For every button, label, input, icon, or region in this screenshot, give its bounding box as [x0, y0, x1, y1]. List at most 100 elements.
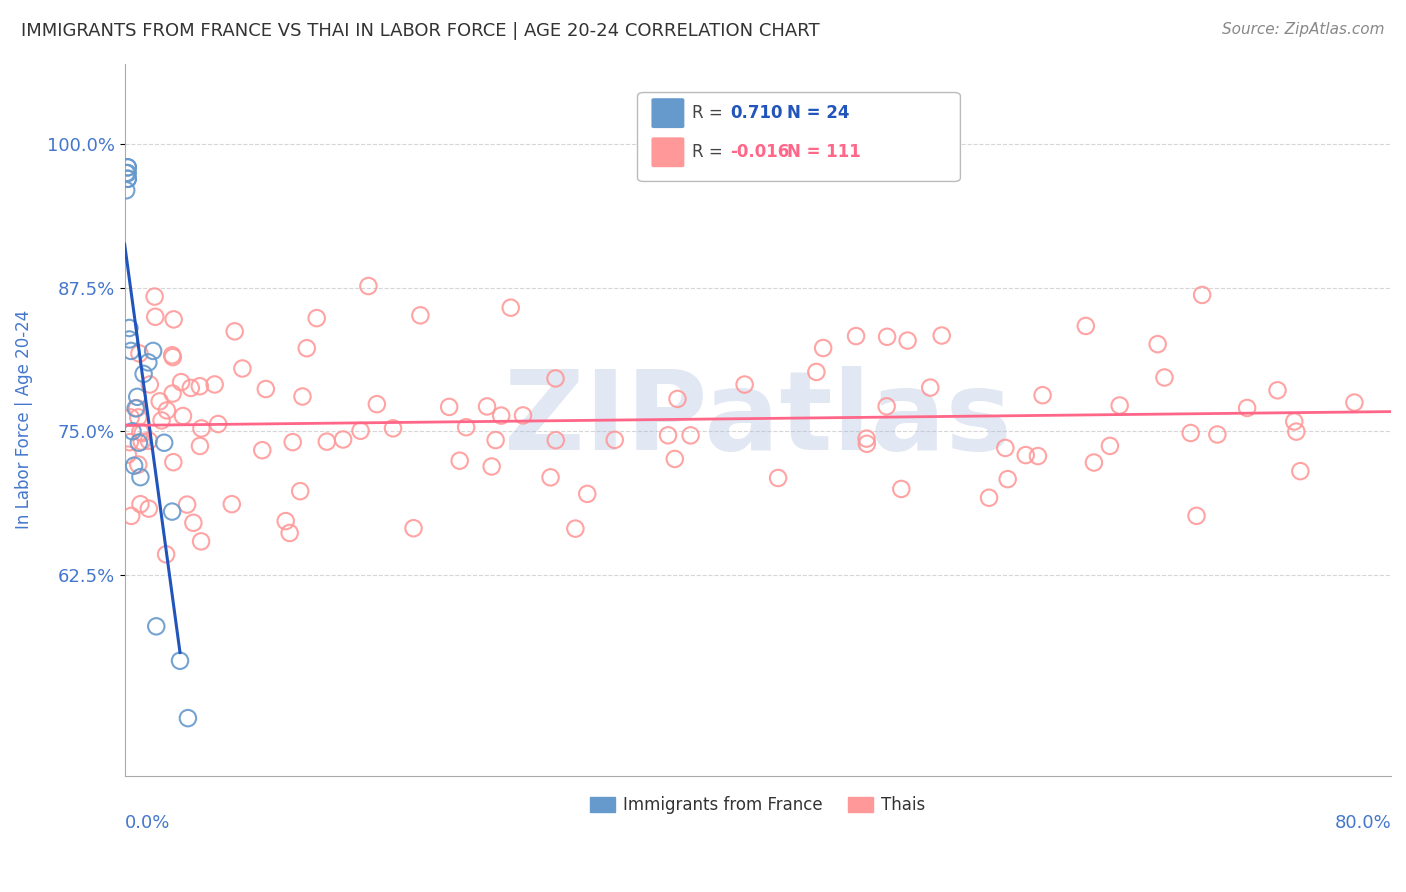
- Point: [138, 434, 160, 448]
- Point: [115, 183, 138, 197]
- Point: [315, 434, 337, 449]
- Point: [224, 324, 246, 338]
- Point: [1284, 415, 1306, 429]
- Point: [890, 482, 912, 496]
- Point: [1083, 456, 1105, 470]
- Point: [657, 428, 679, 442]
- Point: [274, 514, 297, 528]
- Point: [475, 400, 498, 414]
- Point: [1289, 464, 1312, 478]
- Point: [128, 435, 150, 450]
- Point: [994, 441, 1017, 455]
- Point: [1191, 288, 1213, 302]
- Point: [997, 472, 1019, 486]
- Point: [231, 361, 253, 376]
- Point: [1098, 439, 1121, 453]
- Point: [332, 433, 354, 447]
- Point: [170, 375, 193, 389]
- Point: [169, 654, 191, 668]
- Point: [1108, 399, 1130, 413]
- Point: [291, 390, 314, 404]
- Point: [1026, 449, 1049, 463]
- Point: [485, 433, 508, 447]
- Point: [876, 330, 898, 344]
- Point: [1180, 425, 1202, 440]
- Point: [281, 435, 304, 450]
- Point: [734, 377, 756, 392]
- Point: [437, 400, 460, 414]
- Point: [1146, 337, 1168, 351]
- Point: [855, 432, 877, 446]
- Point: [920, 381, 942, 395]
- Point: [845, 329, 868, 343]
- Point: [357, 279, 380, 293]
- Point: [162, 455, 184, 469]
- Point: [305, 311, 328, 326]
- Point: [254, 382, 277, 396]
- Point: [666, 392, 689, 406]
- Point: [139, 377, 162, 392]
- Text: R =: R =: [692, 104, 728, 122]
- Point: [180, 381, 202, 395]
- Point: [118, 321, 141, 335]
- Point: [172, 409, 194, 423]
- Point: [176, 498, 198, 512]
- Point: [402, 521, 425, 535]
- Point: [131, 426, 153, 441]
- Point: [544, 434, 567, 448]
- Point: [1206, 427, 1229, 442]
- Point: [143, 289, 166, 303]
- Point: [120, 410, 142, 425]
- Point: [544, 371, 567, 385]
- Point: [1236, 401, 1258, 415]
- Point: [409, 309, 432, 323]
- Point: [204, 377, 226, 392]
- Text: Source: ZipAtlas.com: Source: ZipAtlas.com: [1222, 22, 1385, 37]
- Point: [183, 516, 205, 530]
- Point: [207, 417, 229, 431]
- Y-axis label: In Labor Force | Age 20-24: In Labor Force | Age 20-24: [15, 310, 32, 530]
- Point: [117, 448, 139, 462]
- Point: [278, 525, 301, 540]
- Point: [115, 166, 138, 180]
- Point: [129, 425, 152, 439]
- Point: [117, 171, 139, 186]
- Point: [1153, 370, 1175, 384]
- Point: [1267, 384, 1289, 398]
- Point: [190, 421, 212, 435]
- Point: [117, 171, 139, 186]
- Point: [295, 341, 318, 355]
- Point: [1343, 395, 1365, 409]
- Point: [127, 458, 149, 472]
- Point: [127, 410, 149, 425]
- Point: [127, 390, 149, 404]
- Legend: Immigrants from France, Thais: Immigrants from France, Thais: [583, 789, 932, 821]
- Point: [1185, 508, 1208, 523]
- Point: [162, 386, 184, 401]
- Point: [456, 420, 478, 434]
- Point: [120, 343, 142, 358]
- Point: [150, 413, 173, 427]
- Text: R =: R =: [692, 144, 728, 161]
- Point: [897, 334, 920, 348]
- Point: [449, 453, 471, 467]
- Point: [155, 547, 177, 561]
- Point: [931, 328, 953, 343]
- Point: [117, 161, 139, 175]
- Text: -0.016: -0.016: [730, 144, 789, 161]
- Point: [188, 379, 211, 393]
- Point: [145, 619, 167, 633]
- Point: [977, 491, 1000, 505]
- Point: [664, 451, 686, 466]
- Point: [512, 409, 534, 423]
- Text: N = 111: N = 111: [787, 144, 860, 161]
- Text: N = 24: N = 24: [787, 104, 849, 122]
- Point: [128, 346, 150, 360]
- Point: [125, 401, 148, 416]
- Text: IMMIGRANTS FROM FRANCE VS THAI IN LABOR FORCE | AGE 20-24 CORRELATION CHART: IMMIGRANTS FROM FRANCE VS THAI IN LABOR …: [21, 22, 820, 40]
- Point: [876, 400, 898, 414]
- Point: [120, 508, 142, 523]
- Point: [856, 437, 879, 451]
- Point: [117, 166, 139, 180]
- Point: [121, 424, 143, 438]
